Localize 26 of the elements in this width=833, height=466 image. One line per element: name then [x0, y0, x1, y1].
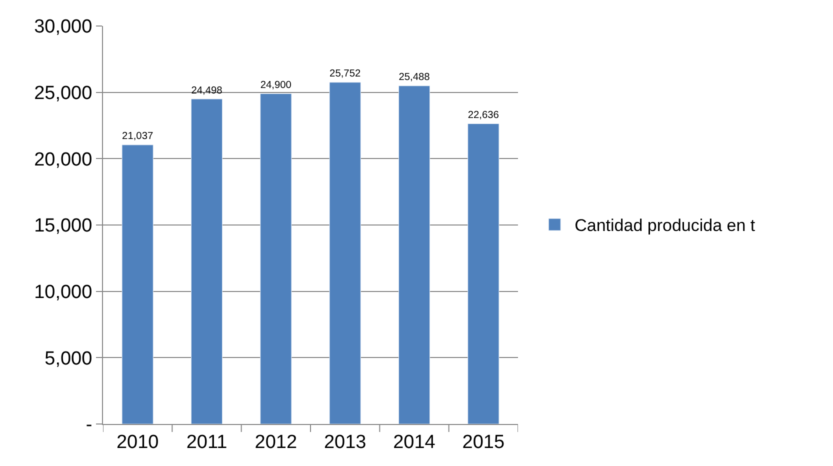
x-tick-label: 2013 [324, 432, 366, 453]
y-tick-label: 15,000 [34, 216, 92, 237]
bar [260, 93, 292, 424]
data-label: 24,900 [260, 80, 292, 91]
bar [122, 144, 154, 424]
bar [468, 123, 500, 424]
bar [190, 98, 223, 424]
x-tick-label: 2014 [393, 432, 436, 453]
bar [329, 82, 361, 424]
y-tick-label: 5,000 [44, 348, 92, 370]
x-tick-label: 2010 [116, 432, 159, 453]
data-label: 25,488 [398, 72, 430, 84]
data-label: 24,498 [191, 85, 223, 96]
x-tick-label: 2011 [186, 432, 228, 453]
y-tick-label: 20,000 [34, 149, 92, 170]
x-tick-label: 2015 [462, 432, 505, 453]
data-label: 21,037 [122, 131, 154, 142]
data-label: 25,752 [330, 68, 361, 80]
data-label: 22,636 [468, 110, 500, 122]
x-tick-label: 2012 [254, 432, 298, 453]
y-tick-label: 10,000 [34, 282, 92, 303]
legend-label: Cantidad producida en t [574, 216, 756, 236]
bar [398, 86, 430, 424]
y-tick-label: - [86, 414, 92, 436]
y-tick-label: 30,000 [34, 16, 92, 38]
y-tick-label: 25,000 [34, 82, 92, 104]
